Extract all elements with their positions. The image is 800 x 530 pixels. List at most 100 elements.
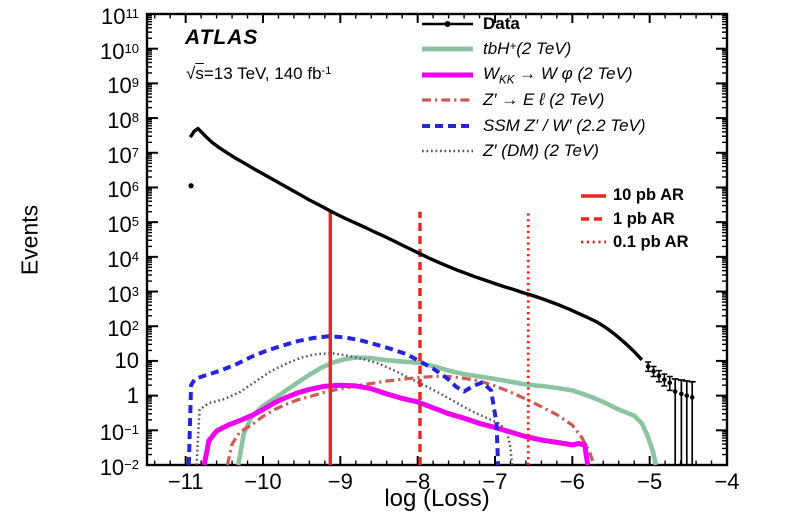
y-tick-label: 107 bbox=[107, 142, 139, 168]
legend-label: SSM Z′ / W′ (2.2 TeV) bbox=[483, 116, 646, 136]
legend-marker-dot bbox=[444, 20, 451, 27]
y-tick-label: 1011 bbox=[101, 4, 140, 29]
legend-main: Data tbH+(2 TeV) WKK → W φ (2 TeV) Z′ → E ℓ… bbox=[421, 11, 646, 164]
exponent: 6 bbox=[131, 179, 139, 195]
legend-entry: Z′ → E ℓ (2 TeV) bbox=[421, 88, 646, 114]
x-tick-label: −7 bbox=[482, 469, 508, 494]
text-part: (2 TeV) bbox=[516, 39, 572, 59]
text-part: 1 pb AR bbox=[613, 209, 675, 228]
y-tick-label: 10−1 bbox=[99, 420, 139, 446]
x-axis-title: log (Loss) bbox=[384, 485, 490, 512]
y-tick-label: 10−2 bbox=[99, 455, 139, 480]
text-part: W bbox=[483, 63, 500, 83]
text-part: Data bbox=[483, 13, 520, 33]
text-part: Z′ → E ℓ (2 TeV) bbox=[483, 90, 605, 110]
exponent: 7 bbox=[131, 144, 139, 160]
legend-anomaly-regions: 10 pb AR 1 pb AR 0.1 pb AR bbox=[580, 184, 688, 254]
x-tick-label: −4 bbox=[714, 469, 740, 494]
legend-entry: 0.1 pb AR bbox=[580, 231, 688, 254]
exponent: −1 bbox=[124, 422, 139, 438]
series-z-dm-2-tev- bbox=[195, 352, 514, 466]
text-part: → W φ (2 TeV) bbox=[514, 63, 633, 83]
legend-label: tbH+(2 TeV) bbox=[483, 39, 571, 59]
y-tick-label: 103 bbox=[107, 281, 139, 307]
data-point bbox=[672, 389, 678, 394]
legend-swatch-dashed-line bbox=[581, 217, 606, 221]
legend-swatch-solid-line bbox=[422, 46, 473, 52]
exponent: 5 bbox=[131, 214, 139, 230]
luminosity-label: √s=13 TeV, 140 fb-1 bbox=[186, 64, 331, 84]
text-part: √ bbox=[186, 64, 196, 83]
legend-label: Z′ (DM) (2 TeV) bbox=[483, 141, 599, 161]
legend-label: Data bbox=[483, 14, 520, 34]
text-part: =13 TeV, 140 fb bbox=[203, 64, 322, 83]
exponent: 8 bbox=[131, 110, 139, 126]
series-wkk-w-phi-2-tev- bbox=[201, 382, 591, 466]
legend-label: 1 pb AR bbox=[613, 210, 675, 229]
y-tick-label: 104 bbox=[107, 246, 139, 272]
x-tick-label: −9 bbox=[327, 469, 353, 494]
legend-swatch-dashed-line bbox=[422, 123, 473, 128]
y-tick-label: 106 bbox=[107, 177, 139, 203]
legend-swatch-dotted-line bbox=[581, 241, 606, 244]
legend-label: Z′ → E ℓ (2 TeV) bbox=[483, 90, 604, 110]
legend-entry: 1 pb AR bbox=[580, 207, 688, 230]
x-tick-label: −5 bbox=[637, 469, 663, 494]
legend-swatch-finedot-line bbox=[422, 150, 473, 153]
text-part: KK bbox=[499, 73, 515, 86]
data-point bbox=[679, 391, 684, 397]
legend-entry: 10 pb AR bbox=[580, 184, 688, 207]
series-z-el-2-tev- bbox=[225, 374, 596, 466]
exponent: −2 bbox=[124, 457, 139, 472]
y-tick-label: 105 bbox=[107, 212, 139, 238]
exponent: 11 bbox=[125, 6, 140, 21]
data-point bbox=[656, 373, 662, 379]
y-tick-label: 109 bbox=[107, 73, 139, 99]
data-point-isolated bbox=[188, 183, 194, 189]
legend-swatch-solid-line bbox=[422, 20, 473, 27]
legend-label: 10 pb AR bbox=[613, 186, 684, 205]
text-part: Z′ (DM) (2 TeV) bbox=[483, 141, 599, 161]
series-ssm-z-w-2-2-tev- bbox=[186, 334, 501, 466]
x-tick-label: −6 bbox=[559, 469, 585, 494]
exponent: 9 bbox=[131, 75, 139, 91]
data-point bbox=[662, 377, 667, 382]
series-data bbox=[188, 126, 644, 362]
legend-entry: tbH+(2 TeV) bbox=[421, 37, 646, 63]
x-tick-label: −11 bbox=[167, 469, 204, 494]
data-point bbox=[667, 380, 673, 386]
text-part: SSM Z′ / W′ (2.2 TeV) bbox=[483, 115, 646, 135]
exponent: 4 bbox=[131, 248, 139, 264]
exponent: 2 bbox=[131, 318, 139, 334]
y-tick-label: 1 bbox=[126, 382, 139, 408]
legend-label: 0.1 pb AR bbox=[613, 233, 688, 252]
text-part: 0.1 pb AR bbox=[613, 232, 689, 251]
text-part: s bbox=[195, 64, 204, 83]
text-part: + bbox=[509, 41, 517, 54]
legend-entry: SSM Z′ / W′ (2.2 TeV) bbox=[421, 113, 646, 139]
legend-label: WKK → W φ (2 TeV) bbox=[483, 64, 633, 86]
y-tick-label: 10 bbox=[114, 347, 139, 373]
series-tbh-2-tev- bbox=[236, 355, 659, 466]
data-point bbox=[689, 395, 695, 400]
data-point bbox=[645, 364, 651, 369]
experiment-label: ATLAS bbox=[185, 26, 259, 49]
x-tick-label: −8 bbox=[405, 469, 431, 494]
plot-frame bbox=[145, 12, 729, 467]
exponent: 3 bbox=[131, 283, 139, 299]
legend-entry: Z′ (DM) (2 TeV) bbox=[421, 139, 646, 165]
legend-swatch-dashdot-line bbox=[422, 98, 473, 102]
data-point bbox=[684, 393, 690, 398]
y-axis-title: Events bbox=[16, 204, 43, 276]
x-tick-label: −10 bbox=[244, 469, 282, 494]
data-point bbox=[651, 369, 656, 374]
y-tick-label: 108 bbox=[107, 108, 139, 134]
exponent: 10 bbox=[124, 40, 139, 56]
legend-entry: WKK → W φ (2 TeV) bbox=[421, 62, 646, 88]
text-part: tbH bbox=[483, 39, 510, 59]
legend-swatch-solid-line bbox=[581, 193, 606, 198]
legend-swatch-solid-line bbox=[422, 72, 473, 78]
legend-entry: Data bbox=[421, 11, 646, 37]
